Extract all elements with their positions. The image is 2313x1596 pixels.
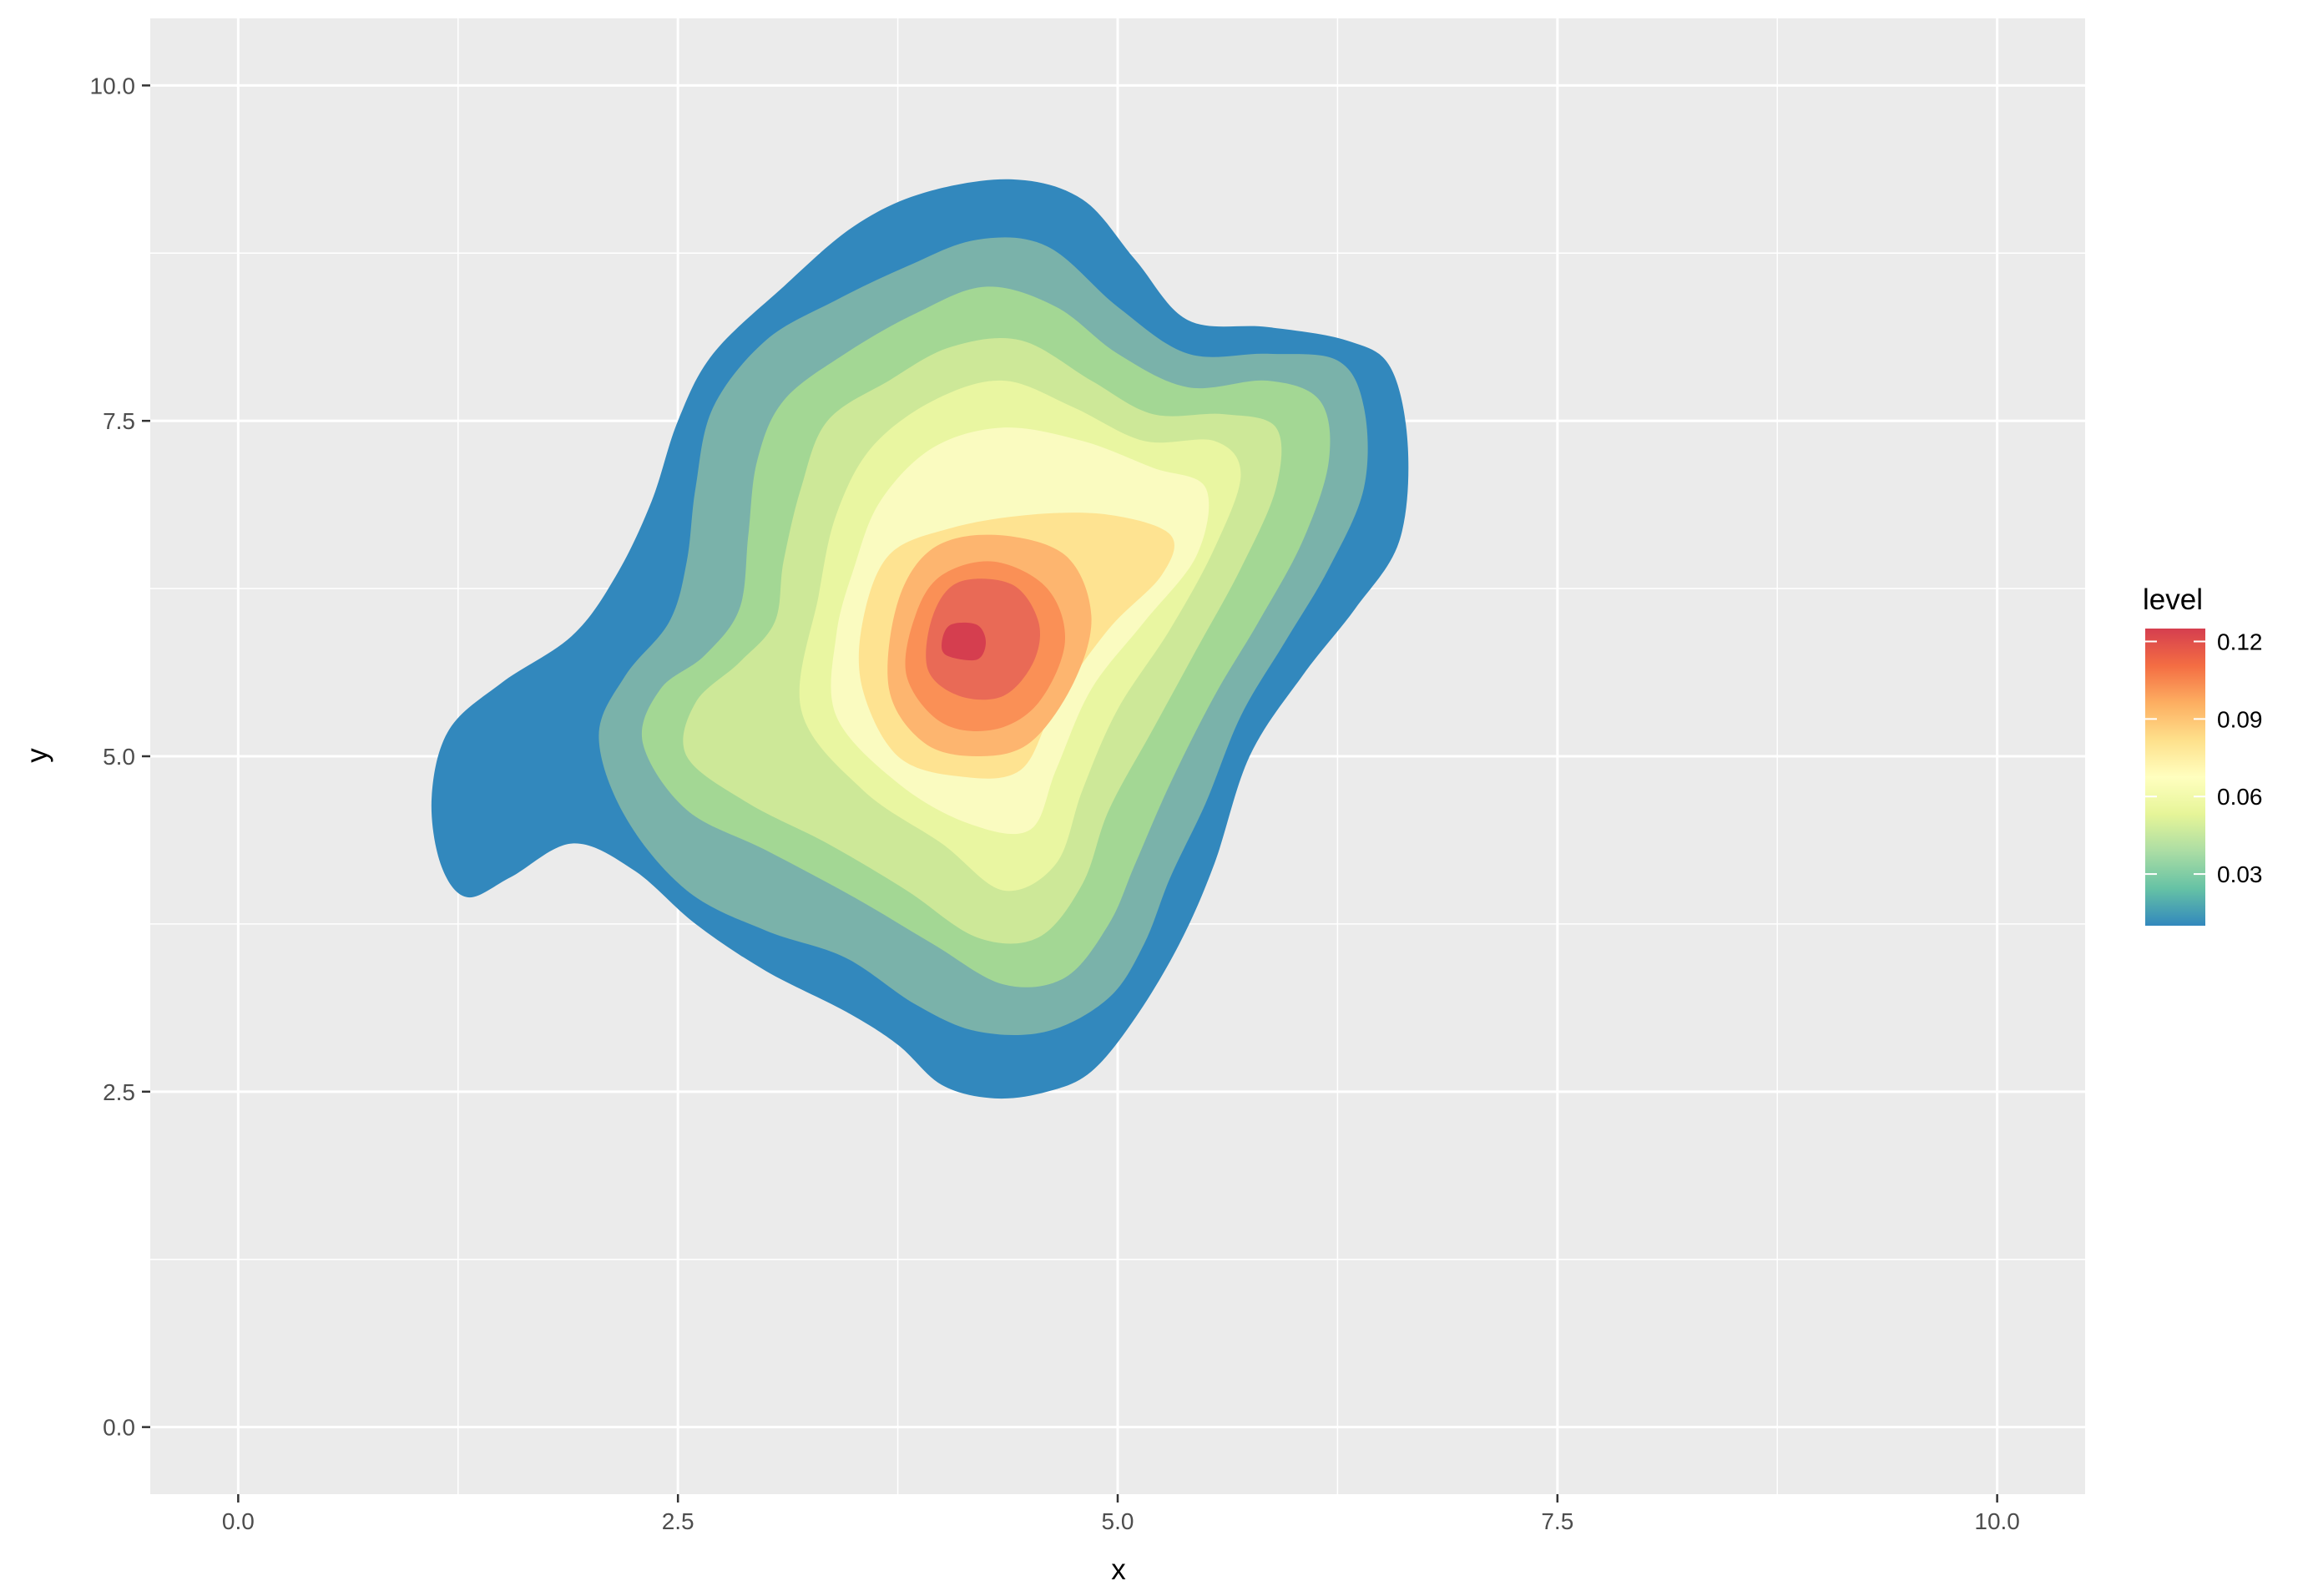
y-tick-label: 7.5 xyxy=(103,408,135,434)
y-tick-label: 0.0 xyxy=(103,1415,135,1441)
y-tick-label: 10.0 xyxy=(90,73,136,98)
axes: 0.0 2.5 5.0 7.5 10.0 0.0 2.5 5.0 7.5 10.0 xyxy=(90,73,2020,1534)
legend: level 0.03 0.06 0.09 0.12 xyxy=(2143,583,2263,926)
y-tick-label: 5.0 xyxy=(103,744,135,770)
legend-title: level xyxy=(2143,583,2203,616)
x-tick-label: 2.5 xyxy=(662,1508,694,1534)
density-band-0_12 xyxy=(942,622,986,661)
legend-tick-label: 0.06 xyxy=(2217,784,2263,810)
legend-tick-label: 0.12 xyxy=(2217,629,2263,654)
legend-tick-label: 0.09 xyxy=(2217,706,2263,732)
legend-colorbar xyxy=(2145,629,2205,926)
x-tick-label: 10.0 xyxy=(1974,1508,2020,1534)
x-tick-label: 5.0 xyxy=(1102,1508,1134,1534)
y-axis-title: y xyxy=(21,748,53,763)
x-tick-label: 0.0 xyxy=(222,1508,255,1534)
density-bands xyxy=(431,179,1409,1099)
x-tick-label: 7.5 xyxy=(1541,1508,1573,1534)
legend-ticks: 0.03 0.06 0.09 0.12 xyxy=(2145,629,2263,887)
legend-tick-label: 0.03 xyxy=(2217,861,2263,887)
x-axis-title: x xyxy=(1111,1553,1126,1586)
y-tick-label: 2.5 xyxy=(103,1079,135,1105)
